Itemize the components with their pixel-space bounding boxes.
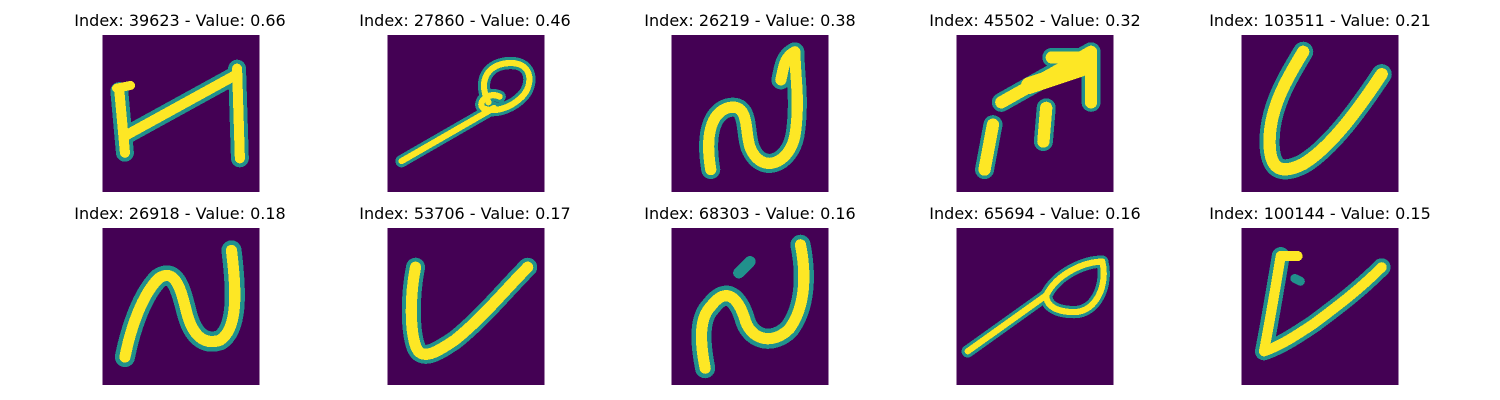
panel-image-9	[1241, 228, 1399, 385]
panel-image-5	[102, 228, 260, 385]
panel-image-1	[387, 35, 545, 192]
panel-image-4	[1241, 35, 1399, 192]
panel-title-9: Index: 100144 - Value: 0.15	[1209, 204, 1431, 223]
panel-image-7	[671, 228, 829, 385]
panel-image-3	[956, 35, 1114, 192]
panel-image-8	[956, 228, 1114, 385]
panel-title-2: Index: 26219 - Value: 0.38	[644, 11, 856, 30]
panel-image-6	[387, 228, 545, 385]
panel-title-3: Index: 45502 - Value: 0.32	[929, 11, 1141, 30]
panel-title-8: Index: 65694 - Value: 0.16	[929, 204, 1141, 223]
panel-image-0	[102, 35, 260, 192]
panel-title-6: Index: 53706 - Value: 0.17	[359, 204, 571, 223]
panel-image-2	[671, 35, 829, 192]
panel-title-0: Index: 39623 - Value: 0.66	[74, 11, 286, 30]
panel-title-1: Index: 27860 - Value: 0.46	[359, 11, 571, 30]
panel-title-5: Index: 26918 - Value: 0.18	[74, 204, 286, 223]
panel-title-7: Index: 68303 - Value: 0.16	[644, 204, 856, 223]
panel-title-4: Index: 103511 - Value: 0.21	[1209, 11, 1431, 30]
